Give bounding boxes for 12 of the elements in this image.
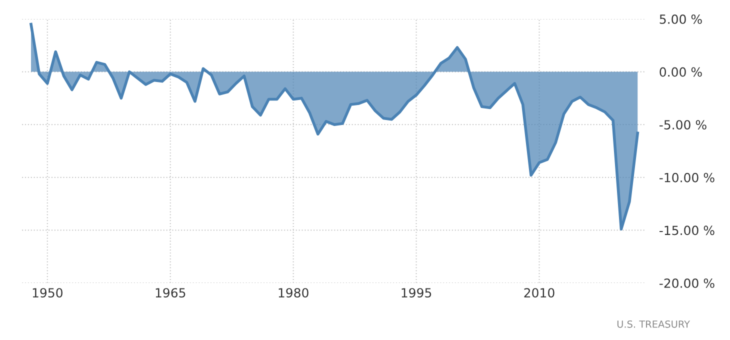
- x-tick-label: 1965: [156, 288, 186, 298]
- y-tick-label: -5.00 %: [660, 120, 706, 130]
- text: U.S. TREASURY: [617, 320, 690, 328]
- y-tick-label: -15.00 %: [660, 226, 714, 236]
- y-tick-label: 5.00 %: [660, 14, 702, 24]
- y-tick-label: 0.00 %: [660, 67, 702, 77]
- x-tick-label: 1980: [278, 288, 308, 298]
- y-tick-label: -10.00 %: [660, 172, 714, 182]
- x-tick-label: 1950: [32, 288, 62, 298]
- x-tick-label: 2010: [524, 288, 554, 298]
- y-tick-label: -20.00 %: [660, 278, 714, 288]
- x-tick-label: 1995: [402, 288, 432, 298]
